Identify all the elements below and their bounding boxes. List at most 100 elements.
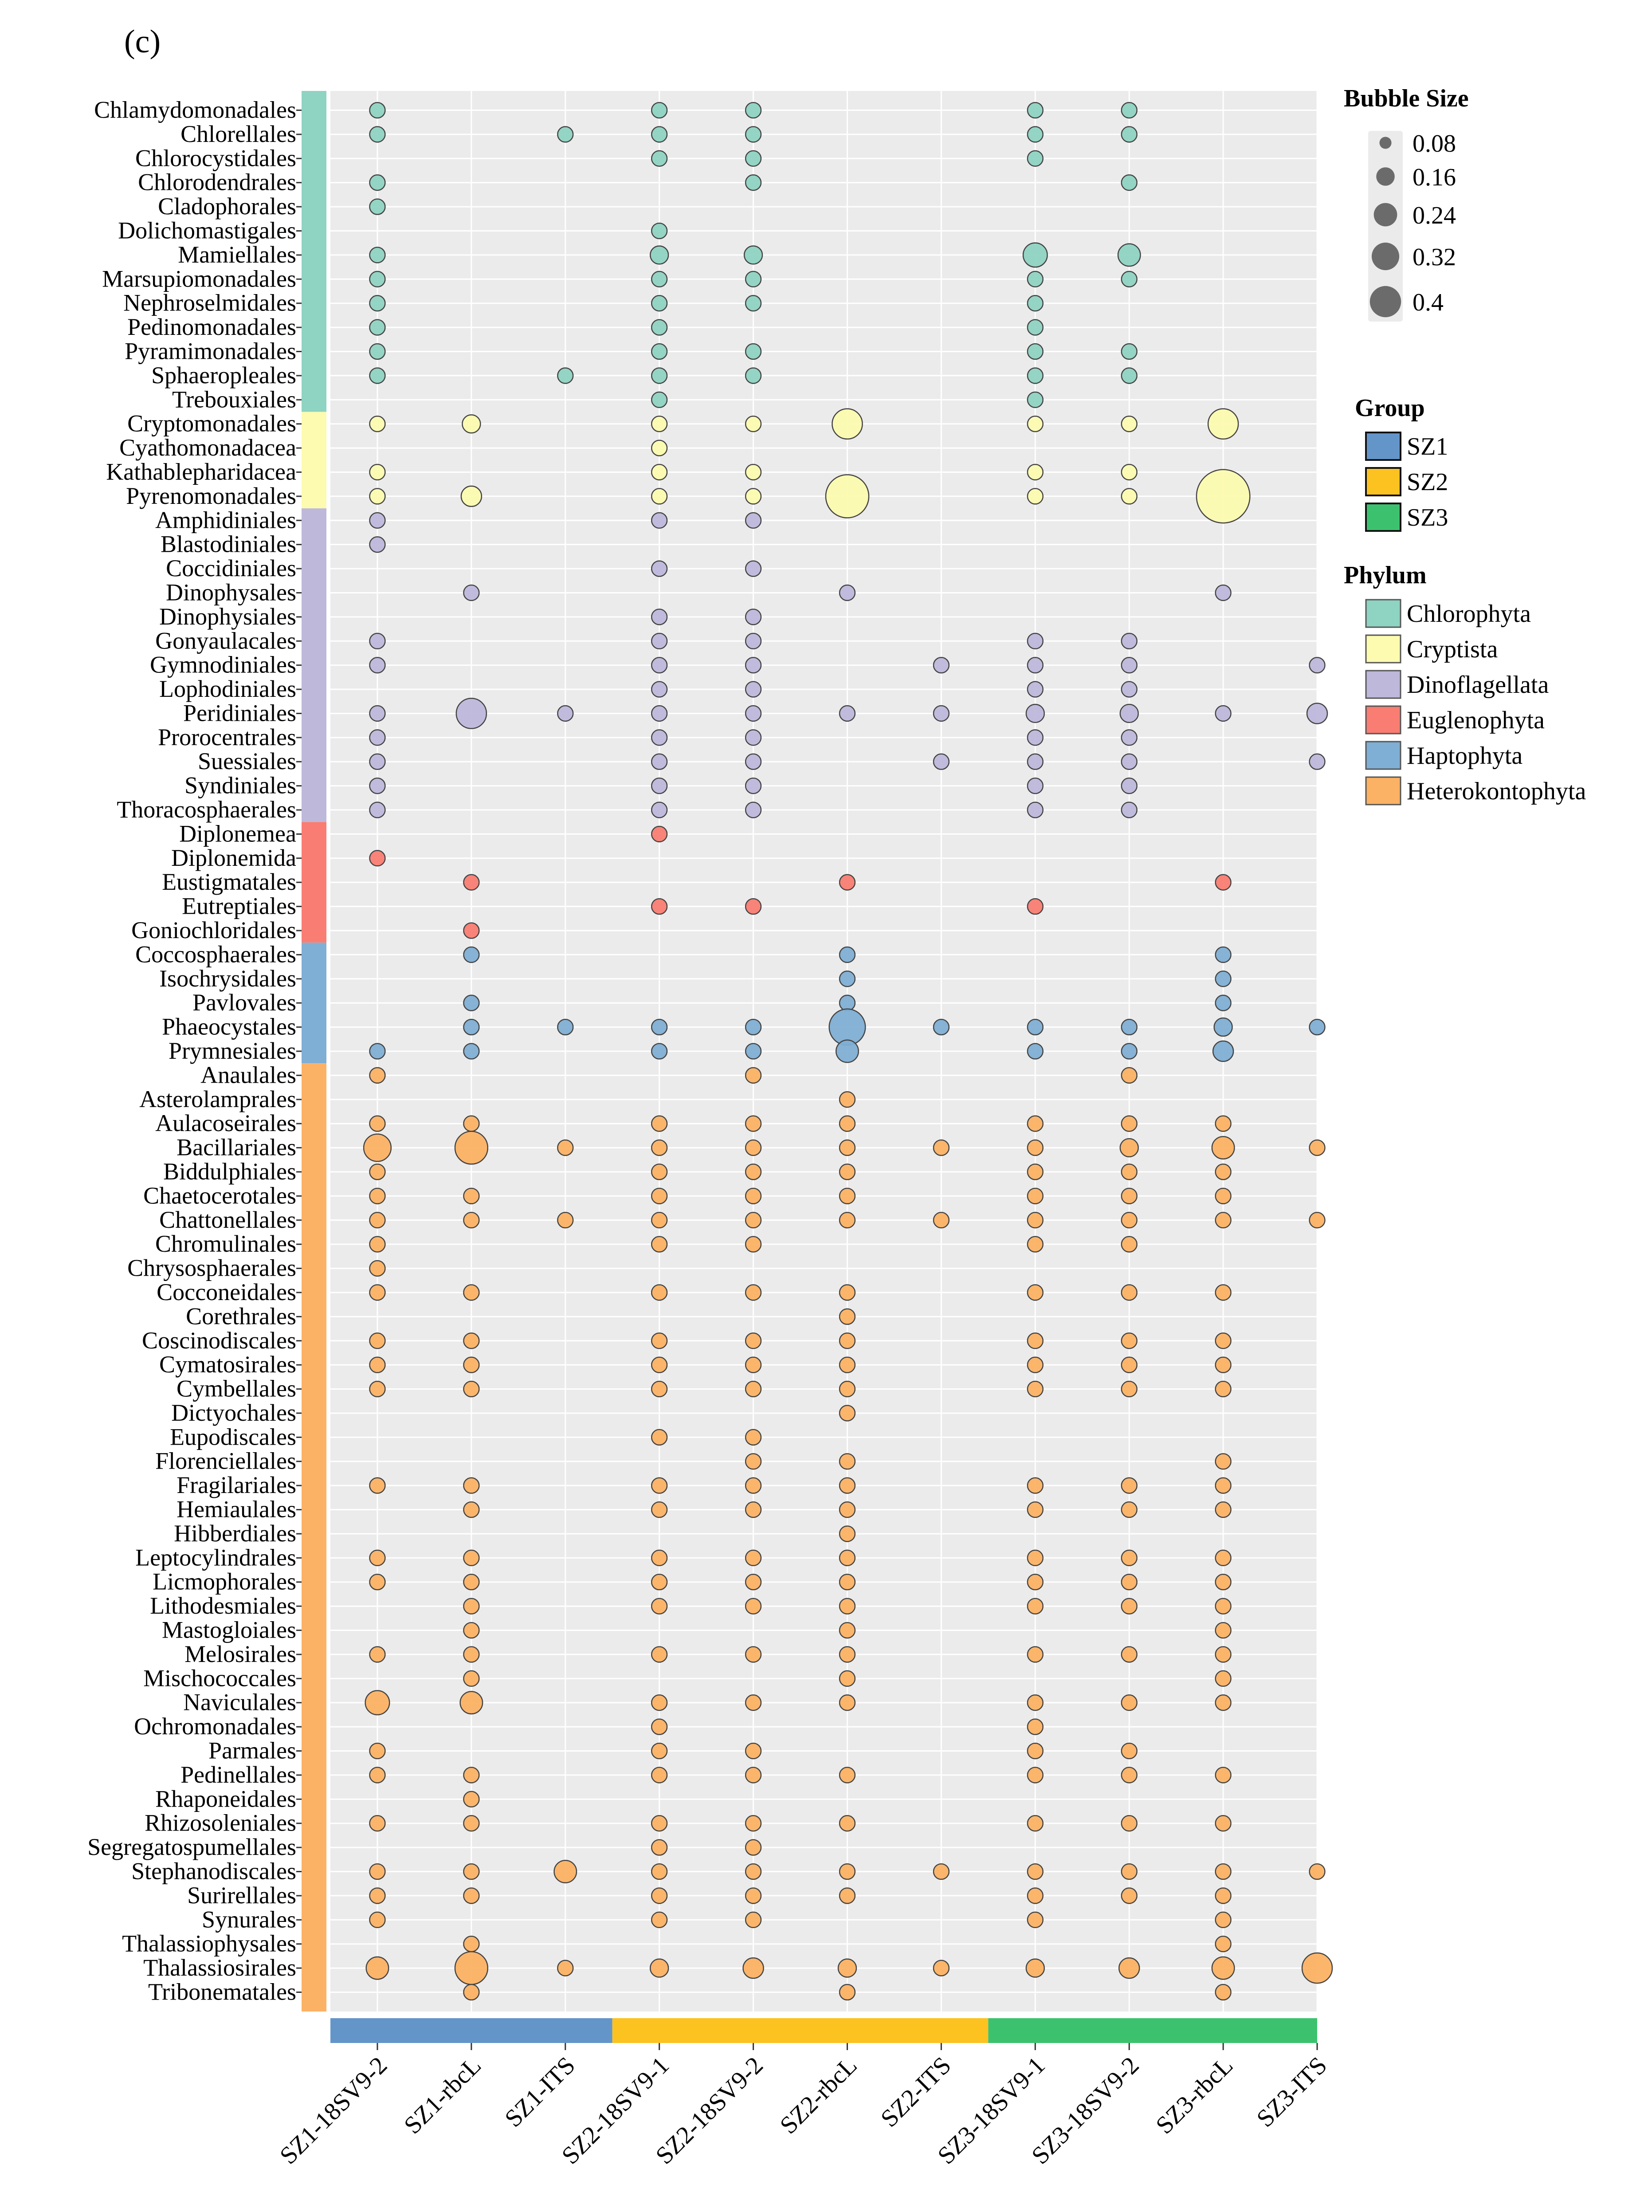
bubble xyxy=(933,1212,950,1229)
bubble xyxy=(745,150,762,167)
bubble xyxy=(1027,367,1044,384)
y-tick-label: Peridiniales xyxy=(183,699,296,726)
y-tick-label: Lophodiniales xyxy=(159,676,296,702)
bubble xyxy=(745,1356,762,1373)
bubble xyxy=(553,1860,577,1883)
bubble xyxy=(1215,1598,1232,1615)
bubble xyxy=(1215,1984,1232,2001)
bubble xyxy=(1027,1284,1044,1301)
bubble xyxy=(557,705,574,722)
bubble xyxy=(745,488,762,505)
bubble xyxy=(839,1284,856,1301)
bubble xyxy=(1121,656,1138,674)
y-tick-label: Mischococcales xyxy=(143,1665,296,1691)
bubble xyxy=(1025,703,1045,723)
bubble xyxy=(1215,1574,1232,1591)
phylum-legend-label: Cryptista xyxy=(1407,636,1498,663)
bubble xyxy=(745,1863,762,1880)
x-tick-label: SZ3-rbcL xyxy=(1150,2051,1238,2139)
bubble xyxy=(557,1139,574,1156)
bubble xyxy=(745,1549,762,1567)
bubble xyxy=(651,1332,668,1349)
bubble xyxy=(463,1018,480,1036)
y-tick-label: Dinophysiales xyxy=(159,603,296,630)
bubble xyxy=(1027,777,1044,794)
bubble xyxy=(745,681,762,698)
x-tick-label: SZ1-ITS xyxy=(500,2051,581,2132)
bubble xyxy=(742,1957,764,1979)
bubble xyxy=(839,1356,856,1373)
bubble xyxy=(651,1212,668,1229)
bubble xyxy=(1212,1040,1234,1062)
bubble xyxy=(1121,174,1138,191)
bubble xyxy=(1121,753,1138,770)
bubble xyxy=(743,245,763,265)
bubble xyxy=(745,705,762,722)
bubble xyxy=(745,1694,762,1711)
bubble xyxy=(463,1767,480,1784)
x-tick-label: SZ2-ITS xyxy=(875,2051,956,2132)
bubble xyxy=(1027,1767,1044,1784)
y-tick-label: Anaulales xyxy=(200,1061,296,1088)
bubble xyxy=(839,1863,856,1880)
bubble xyxy=(463,1574,480,1591)
bubble xyxy=(1027,1115,1044,1132)
bubble xyxy=(839,970,856,987)
bubble xyxy=(369,415,386,432)
bubble xyxy=(463,1501,480,1518)
bubble xyxy=(745,802,762,818)
bubble xyxy=(1215,970,1232,987)
bubble xyxy=(1027,1212,1044,1229)
bubble xyxy=(745,1115,762,1132)
bubble xyxy=(839,1598,856,1615)
y-tick-label: Cocconeidales xyxy=(157,1279,296,1305)
bubble xyxy=(1215,584,1232,601)
bubble xyxy=(1027,1018,1044,1036)
bubble xyxy=(651,1356,668,1373)
bubble xyxy=(1121,1236,1138,1253)
bubble xyxy=(557,1212,574,1229)
bubble xyxy=(1306,703,1328,724)
y-tick-label: Chattonellales xyxy=(159,1206,296,1233)
y-tick-label: Sphaeropleales xyxy=(151,362,296,389)
bubble xyxy=(839,1139,856,1156)
bubble xyxy=(745,1887,762,1904)
y-tick-label: Thoracosphaerales xyxy=(117,796,296,823)
bubble xyxy=(1027,1380,1044,1398)
bubble xyxy=(839,946,856,963)
bubble xyxy=(651,512,668,529)
phylum-strip-heterokontophyta xyxy=(302,1063,326,2012)
bubble xyxy=(745,1236,762,1253)
bubble xyxy=(369,488,386,505)
bubble xyxy=(1027,681,1044,698)
bubble xyxy=(745,1163,762,1180)
bubble xyxy=(369,1646,386,1663)
y-tick-label: Prymnesiales xyxy=(169,1037,296,1064)
bubble xyxy=(1215,1936,1232,1953)
bubble xyxy=(557,126,574,143)
bubble xyxy=(455,698,487,729)
bubble xyxy=(1211,1956,1235,1980)
bubble xyxy=(1215,1767,1232,1784)
legend-size-title: Bubble Size xyxy=(1344,85,1469,112)
bubble xyxy=(1121,464,1138,481)
bubble xyxy=(651,1598,668,1615)
size-legend-dot xyxy=(1371,242,1400,271)
bubble xyxy=(745,1598,762,1615)
bubble xyxy=(1121,1742,1138,1760)
bubble xyxy=(1027,1187,1044,1205)
y-tick-label: Synurales xyxy=(202,1906,296,1933)
y-tick-label: Coccosphaerales xyxy=(135,941,296,967)
phylum-legend-swatch-cryptista xyxy=(1365,634,1401,664)
bubble xyxy=(463,1380,480,1398)
y-tick-label: Rhaponeidales xyxy=(155,1785,296,1812)
bubble xyxy=(454,1131,489,1165)
bubble xyxy=(649,1958,669,1978)
size-legend-dot xyxy=(1373,203,1397,227)
y-tick-label: Melosirales xyxy=(184,1641,296,1667)
bubble xyxy=(1301,1952,1333,1984)
bubble xyxy=(369,1236,386,1253)
bubble xyxy=(369,512,386,529)
bubble xyxy=(1027,464,1044,481)
bubble xyxy=(1121,488,1138,505)
